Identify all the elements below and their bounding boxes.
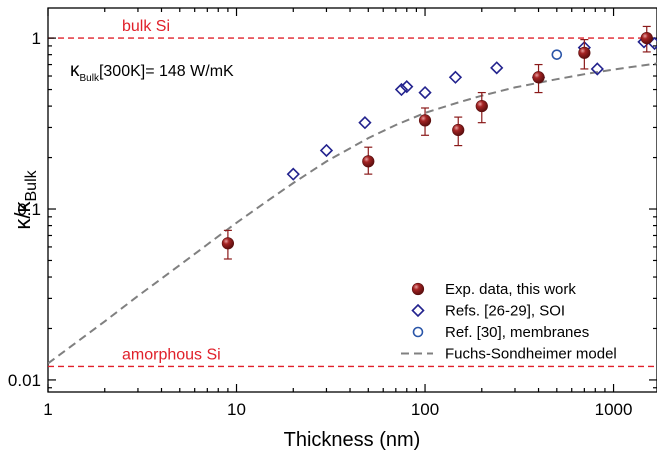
x-tick-label: 10: [227, 400, 246, 419]
soi-data-point: [418, 85, 432, 100]
legend-label: Fuchs-Sondheimer model: [445, 346, 617, 363]
experimental-data-point: [452, 123, 465, 137]
experimental-data-point: [532, 71, 545, 84]
soi-data-point: [400, 80, 414, 94]
y-label-bulk-subscript: Bulk: [23, 169, 40, 201]
kappa-bulk-annotation: κBulk[300K]= 148 W/mK: [70, 60, 234, 84]
model-curve-layer: [48, 62, 657, 365]
x-tick-label: 1: [43, 400, 52, 419]
soi-data-point: [394, 82, 409, 97]
legend-label: Exp. data, this work: [445, 281, 576, 298]
reference-lines: bulk Si amorphous Si: [48, 18, 657, 368]
annotation-bulk-subscript: Bulk: [80, 73, 100, 84]
membrane-data-point: [551, 49, 563, 60]
soi-data-point: [448, 70, 463, 84]
soi-data-point: [286, 167, 300, 181]
x-axis-label: Thickness (nm): [284, 429, 421, 451]
reference-line-label-1: amorphous Si: [122, 346, 221, 363]
experimental-data-point: [640, 31, 653, 45]
y-label-kappa-bulk: κ: [10, 201, 35, 213]
fuchs-sondheimer-curve: [48, 62, 657, 365]
soi-data-point: [319, 143, 334, 158]
legend-marker-experimental: [411, 282, 425, 296]
soi-data-point: [358, 116, 372, 130]
legend-marker-soi: [411, 303, 425, 318]
soi-data-point: [490, 61, 504, 75]
plot-frame: [47, 7, 657, 393]
annotation-value: [300K]= 148 W/mK: [99, 63, 234, 80]
reference-line-label-0: bulk Si: [122, 18, 170, 35]
legend-marker-membranes: [412, 326, 424, 338]
experimental-data-point: [221, 237, 234, 250]
legend-label: Ref. [30], membranes: [445, 324, 589, 341]
experimental-data-point: [418, 114, 432, 127]
x-tick-label: 1000: [595, 400, 633, 419]
annotation-kappa: κ: [70, 60, 80, 81]
y-label-slash: /: [10, 212, 35, 219]
experimental-data-point: [362, 155, 375, 168]
y-axis-label: κ/κBulk: [10, 169, 40, 229]
y-label-kappa: κ: [10, 218, 35, 230]
y-tick-label: 1: [32, 29, 41, 48]
axis-ticks: 1 10 100 1000 0.01 0.1 1: [8, 8, 657, 419]
y-tick-label: 0.01: [8, 371, 41, 390]
legend: Exp. data, this work Refs. [26-29], SOI Re…: [401, 281, 617, 363]
x-tick-label: 100: [411, 400, 439, 419]
experimental-data-point: [578, 46, 591, 59]
soi-data-point: [590, 62, 604, 76]
data-points-layer: [221, 25, 657, 260]
legend-label: Refs. [26-29], SOI: [445, 303, 565, 320]
experimental-data-point: [475, 100, 488, 113]
y-tick-label: 0.1: [17, 200, 41, 219]
